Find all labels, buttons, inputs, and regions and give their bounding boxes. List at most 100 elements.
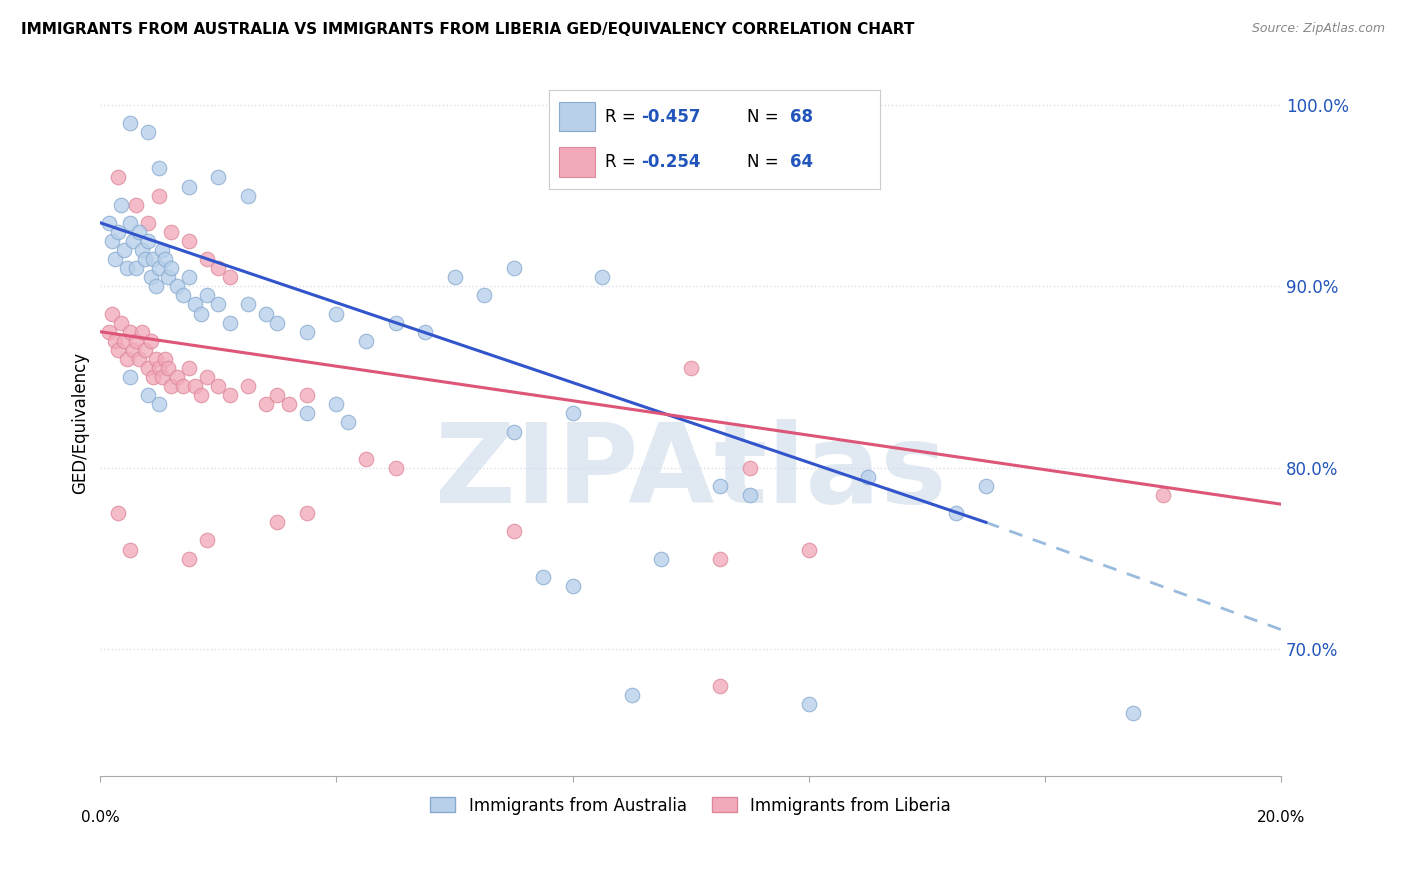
- Point: [502, 524, 524, 539]
- Point: [98, 216, 121, 230]
- Point: [443, 270, 465, 285]
- Point: [136, 361, 159, 376]
- Point: [107, 343, 129, 357]
- Point: [195, 288, 218, 302]
- Point: [118, 216, 141, 230]
- Point: [709, 479, 731, 493]
- Point: [134, 252, 156, 266]
- Point: [1152, 488, 1174, 502]
- Point: [110, 316, 132, 330]
- Point: [107, 170, 129, 185]
- Point: [148, 188, 170, 202]
- Point: [98, 325, 121, 339]
- Point: [709, 679, 731, 693]
- Point: [118, 116, 141, 130]
- Text: 20.0%: 20.0%: [1257, 810, 1305, 825]
- Point: [295, 406, 318, 420]
- Point: [121, 343, 143, 357]
- Point: [150, 243, 173, 257]
- Point: [172, 379, 194, 393]
- Point: [125, 334, 148, 348]
- Point: [190, 388, 212, 402]
- Point: [107, 225, 129, 239]
- Point: [145, 351, 167, 366]
- Point: [139, 334, 162, 348]
- Point: [155, 252, 177, 266]
- Point: [160, 225, 183, 239]
- Point: [136, 125, 159, 139]
- Point: [148, 397, 170, 411]
- Point: [384, 461, 406, 475]
- Point: [128, 225, 150, 239]
- Point: [531, 570, 554, 584]
- Point: [125, 261, 148, 276]
- Point: [797, 542, 820, 557]
- Point: [207, 261, 229, 276]
- Point: [207, 379, 229, 393]
- Point: [325, 307, 347, 321]
- Point: [591, 270, 613, 285]
- Point: [354, 334, 377, 348]
- Point: [561, 579, 583, 593]
- Text: 0.0%: 0.0%: [82, 810, 120, 825]
- Point: [236, 379, 259, 393]
- Point: [295, 388, 318, 402]
- Point: [148, 261, 170, 276]
- Text: ZIPAtlas: ZIPAtlas: [434, 418, 946, 525]
- Point: [709, 551, 731, 566]
- Point: [104, 252, 127, 266]
- Point: [131, 243, 153, 257]
- Point: [219, 388, 242, 402]
- Point: [177, 234, 200, 248]
- Point: [1122, 706, 1144, 720]
- Point: [160, 379, 183, 393]
- Point: [207, 297, 229, 311]
- Point: [118, 542, 141, 557]
- Point: [236, 297, 259, 311]
- Point: [856, 470, 879, 484]
- Point: [266, 388, 288, 402]
- Point: [155, 351, 177, 366]
- Point: [115, 351, 138, 366]
- Point: [157, 270, 180, 285]
- Point: [738, 488, 761, 502]
- Point: [236, 188, 259, 202]
- Point: [112, 334, 135, 348]
- Point: [145, 279, 167, 293]
- Point: [561, 406, 583, 420]
- Point: [738, 461, 761, 475]
- Y-axis label: GED/Equivalency: GED/Equivalency: [72, 351, 89, 493]
- Point: [177, 361, 200, 376]
- Point: [148, 161, 170, 176]
- Point: [134, 343, 156, 357]
- Point: [110, 197, 132, 211]
- Point: [101, 234, 124, 248]
- Legend: Immigrants from Australia, Immigrants from Liberia: Immigrants from Australia, Immigrants fr…: [423, 790, 957, 822]
- Point: [112, 243, 135, 257]
- Point: [142, 252, 165, 266]
- Point: [104, 334, 127, 348]
- Point: [177, 270, 200, 285]
- Point: [620, 688, 643, 702]
- Point: [266, 316, 288, 330]
- Point: [384, 316, 406, 330]
- Point: [295, 506, 318, 520]
- Point: [797, 697, 820, 711]
- Point: [150, 370, 173, 384]
- Point: [195, 370, 218, 384]
- Point: [254, 307, 277, 321]
- Point: [413, 325, 436, 339]
- Point: [107, 506, 129, 520]
- Point: [219, 270, 242, 285]
- Point: [157, 361, 180, 376]
- Point: [172, 288, 194, 302]
- Point: [184, 379, 207, 393]
- Point: [295, 325, 318, 339]
- Point: [160, 261, 183, 276]
- Point: [184, 297, 207, 311]
- Point: [115, 261, 138, 276]
- Point: [136, 216, 159, 230]
- Point: [502, 425, 524, 439]
- Point: [131, 325, 153, 339]
- Point: [472, 288, 495, 302]
